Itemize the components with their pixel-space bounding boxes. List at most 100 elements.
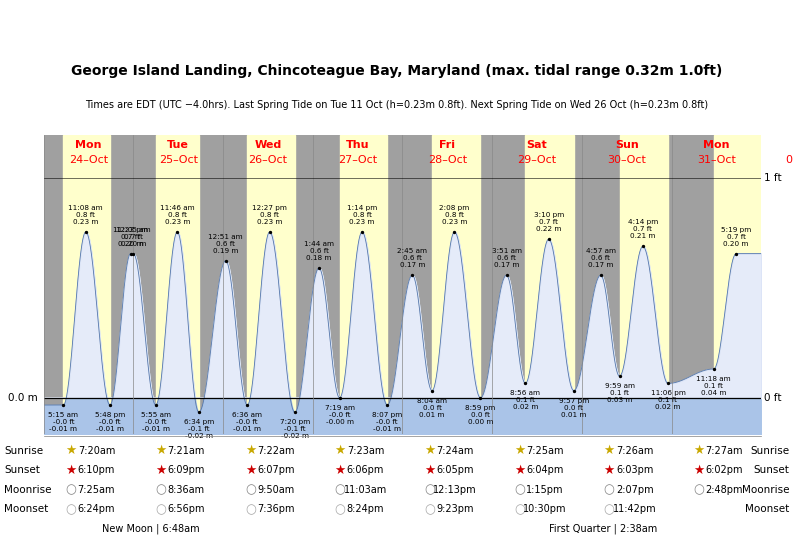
Text: ○: ○: [514, 503, 525, 516]
Bar: [481, 135, 525, 170]
Text: Wed: Wed: [255, 140, 282, 149]
Bar: [432, 167, 481, 434]
Text: 7:20 pm
-0.1 ft
-0.02 m: 7:20 pm -0.1 ft -0.02 m: [280, 419, 310, 439]
Bar: [339, 167, 387, 434]
Text: 8:07 pm
-0.0 ft
-0.01 m: 8:07 pm -0.0 ft -0.01 m: [372, 412, 402, 432]
Bar: [155, 167, 199, 434]
Text: 25–Oct: 25–Oct: [159, 155, 197, 165]
Text: 6:36 am
-0.0 ft
-0.01 m: 6:36 am -0.0 ft -0.01 m: [232, 412, 262, 432]
Text: ○: ○: [424, 503, 435, 516]
Text: 6:24pm: 6:24pm: [78, 505, 115, 514]
Text: 5:55 am
-0.0 ft
-0.01 m: 5:55 am -0.0 ft -0.01 m: [140, 412, 170, 432]
Text: 11:46 am
0.8 ft
0.23 m: 11:46 am 0.8 ft 0.23 m: [160, 205, 194, 225]
Text: ○: ○: [245, 483, 256, 496]
Bar: [110, 135, 155, 170]
Text: ★: ★: [424, 464, 435, 477]
Text: 2:45 am
0.6 ft
0.17 m: 2:45 am 0.6 ft 0.17 m: [397, 248, 427, 268]
Text: 6:06pm: 6:06pm: [347, 465, 385, 475]
Bar: [295, 167, 339, 434]
Text: 24–Oct: 24–Oct: [69, 155, 108, 165]
Text: ★: ★: [514, 464, 525, 477]
Text: 8:36am: 8:36am: [167, 485, 205, 495]
Text: 11:18 am
0.1 ft
0.04 m: 11:18 am 0.1 ft 0.04 m: [696, 376, 731, 396]
Text: Mon: Mon: [75, 140, 102, 149]
Text: 9:57 pm
0.0 ft
0.01 m: 9:57 pm 0.0 ft 0.01 m: [558, 398, 589, 418]
Bar: [525, 135, 574, 170]
Bar: [44, 167, 63, 434]
Text: Moonrise: Moonrise: [741, 485, 789, 495]
Text: Sun: Sun: [615, 140, 638, 149]
Text: 0 ft: 0 ft: [764, 393, 781, 403]
Text: 29–Oct: 29–Oct: [518, 155, 557, 165]
Text: 6:10pm: 6:10pm: [78, 465, 115, 475]
Bar: [432, 135, 481, 170]
Bar: [481, 167, 525, 434]
Text: 7:27am: 7:27am: [706, 446, 743, 456]
Text: Tue: Tue: [167, 140, 189, 149]
Text: 7:25am: 7:25am: [527, 446, 564, 456]
Text: 1 ft: 1 ft: [764, 173, 781, 183]
Bar: [387, 135, 432, 170]
Bar: [155, 135, 199, 170]
Bar: [619, 135, 668, 170]
Text: George Island Landing, Chincoteague Bay, Maryland (max. tidal range 0.32m 1.0ft): George Island Landing, Chincoteague Bay,…: [71, 64, 722, 78]
Text: ★: ★: [155, 445, 167, 458]
Text: Sunset: Sunset: [753, 465, 789, 475]
Text: 12:51 am
0.6 ft
0.19 m: 12:51 am 0.6 ft 0.19 m: [209, 234, 243, 254]
Text: 4:14 pm
0.7 ft
0.21 m: 4:14 pm 0.7 ft 0.21 m: [628, 219, 658, 239]
Bar: [44, 135, 63, 170]
Text: ★: ★: [335, 464, 346, 477]
Text: 11:03am: 11:03am: [344, 485, 387, 495]
Text: Sunrise: Sunrise: [750, 446, 789, 456]
Bar: [199, 135, 247, 170]
Text: ○: ○: [424, 483, 435, 496]
Bar: [668, 135, 714, 170]
Text: 26–Oct: 26–Oct: [248, 155, 287, 165]
Text: ○: ○: [335, 483, 346, 496]
Text: ★: ★: [603, 445, 615, 458]
Bar: [619, 167, 668, 434]
Bar: [295, 135, 339, 170]
Text: Sunrise: Sunrise: [4, 446, 43, 456]
Text: 2:07pm: 2:07pm: [616, 485, 653, 495]
Text: ★: ★: [65, 464, 77, 477]
Text: 3:51 am
0.6 ft
0.17 m: 3:51 am 0.6 ft 0.17 m: [492, 248, 522, 268]
Text: 11:06 pm
0.1 ft
0.02 m: 11:06 pm 0.1 ft 0.02 m: [650, 390, 685, 410]
Text: ★: ★: [335, 445, 346, 458]
Text: 12:13pm: 12:13pm: [434, 485, 477, 495]
Text: 6:34 pm
-0.1 ft
-0.02 m: 6:34 pm -0.1 ft -0.02 m: [184, 419, 214, 439]
Text: ★: ★: [693, 445, 705, 458]
Text: Thu: Thu: [346, 140, 370, 149]
Text: 6:05pm: 6:05pm: [436, 465, 474, 475]
Text: ★: ★: [693, 464, 705, 477]
Text: 7:26am: 7:26am: [616, 446, 653, 456]
Bar: [339, 135, 387, 170]
Text: 4:57 am
0.6 ft
0.17 m: 4:57 am 0.6 ft 0.17 m: [586, 248, 615, 268]
Text: 6:07pm: 6:07pm: [257, 465, 294, 475]
Text: ○: ○: [694, 483, 704, 496]
Text: First Quarter | 2:38am: First Quarter | 2:38am: [549, 523, 657, 534]
Bar: [387, 167, 432, 434]
Text: Sunset: Sunset: [4, 465, 40, 475]
Text: ★: ★: [245, 445, 256, 458]
Text: 7:21am: 7:21am: [167, 446, 205, 456]
Text: Moonset: Moonset: [745, 505, 789, 514]
Text: ○: ○: [603, 503, 615, 516]
Text: ○: ○: [155, 503, 167, 516]
Text: 9:50am: 9:50am: [257, 485, 294, 495]
Text: ★: ★: [424, 445, 435, 458]
Text: 11:23 pm
0.7 ft
0.20 m: 11:23 pm 0.7 ft 0.20 m: [113, 227, 148, 247]
Text: 10:30pm: 10:30pm: [523, 505, 567, 514]
Text: 6:56pm: 6:56pm: [167, 505, 205, 514]
Text: 9:23pm: 9:23pm: [436, 505, 474, 514]
Text: 6:04pm: 6:04pm: [527, 465, 564, 475]
Text: 2:08 pm
0.8 ft
0.23 m: 2:08 pm 0.8 ft 0.23 m: [439, 205, 469, 225]
Text: 2:48pm: 2:48pm: [706, 485, 743, 495]
Bar: [714, 135, 761, 170]
Bar: [110, 167, 155, 434]
Text: ★: ★: [245, 464, 256, 477]
Text: 8:56 am
0.1 ft
0.02 m: 8:56 am 0.1 ft 0.02 m: [511, 390, 540, 410]
Text: 1:44 am
0.6 ft
0.18 m: 1:44 am 0.6 ft 0.18 m: [304, 241, 334, 261]
Text: 12:27 pm
0.8 ft
0.23 m: 12:27 pm 0.8 ft 0.23 m: [252, 205, 287, 225]
Text: ★: ★: [514, 445, 525, 458]
